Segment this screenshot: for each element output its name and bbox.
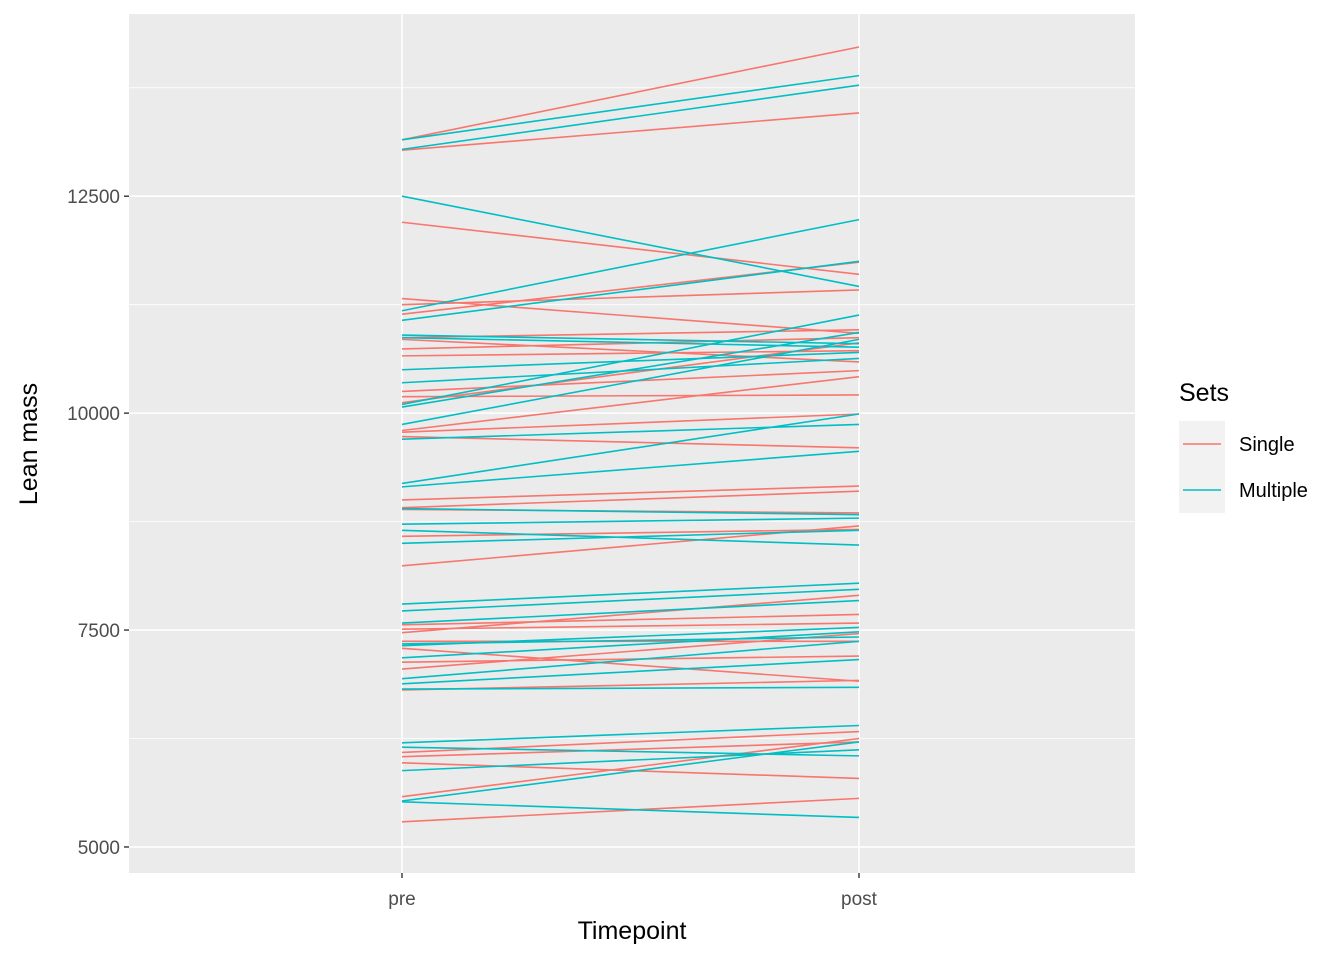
single-line-7 — [401, 338, 860, 363]
legend-label-single: Single — [1239, 434, 1295, 456]
multiple-line-9 — [401, 314, 860, 406]
single-line-30 — [401, 741, 860, 758]
single-line-14 — [401, 413, 860, 434]
multiple-line-27 — [401, 686, 860, 690]
multiple-line-25 — [401, 640, 860, 680]
single-line-32 — [401, 737, 860, 798]
single-line-26 — [401, 655, 860, 663]
single-line-4 — [401, 289, 860, 306]
series-lines — [401, 46, 860, 823]
single-line-13 — [401, 375, 860, 432]
y-tick-label-1: 7500 — [78, 621, 120, 642]
x-tick-label-pre: pre — [388, 889, 415, 910]
multiple-line-21 — [401, 599, 860, 624]
single-line-1 — [401, 112, 860, 152]
legend: Sets Single Multiple — [1179, 379, 1308, 513]
single-line-16 — [401, 485, 860, 501]
single-line-31 — [401, 762, 860, 780]
single-line-21 — [401, 613, 860, 626]
y-axis: 5000 7500 10000 12500 — [67, 187, 129, 859]
single-line-9 — [401, 349, 860, 357]
multiple-line-18 — [401, 529, 860, 545]
multiple-line-10 — [401, 331, 860, 408]
y-tick-label-3: 12500 — [67, 187, 120, 208]
multiple-line-30 — [401, 748, 860, 772]
single-line-8 — [401, 336, 860, 350]
multiple-line-0 — [401, 74, 860, 141]
y-axis-title: Lean mass — [15, 383, 43, 505]
multiple-line-16 — [401, 517, 860, 525]
multiple-line-23 — [401, 626, 860, 647]
single-line-23 — [401, 594, 860, 634]
multiple-line-7 — [401, 351, 860, 371]
multiple-line-17 — [401, 529, 860, 546]
multiple-line-14 — [401, 450, 860, 488]
multiple-line-1 — [401, 84, 860, 151]
single-line-11 — [401, 394, 860, 398]
multiple-line-19 — [401, 582, 860, 605]
single-line-17 — [401, 490, 860, 509]
grid-minor — [129, 87, 1135, 739]
single-line-19 — [401, 528, 860, 538]
grid-major — [129, 14, 1135, 873]
multiple-line-15 — [401, 507, 860, 516]
multiple-line-11 — [401, 338, 860, 426]
plot-panel — [129, 14, 1135, 873]
legend-label-multiple: Multiple — [1239, 480, 1308, 502]
x-axis-title: Timepoint — [578, 917, 687, 945]
single-line-27 — [401, 632, 860, 670]
single-line-22 — [401, 622, 860, 630]
multiple-line-28 — [401, 724, 860, 744]
multiple-line-5 — [401, 334, 860, 345]
multiple-line-8 — [401, 357, 860, 384]
multiple-line-12 — [401, 423, 860, 440]
multiple-line-3 — [401, 218, 860, 312]
single-line-0 — [401, 46, 860, 141]
multiple-line-29 — [401, 746, 860, 757]
legend-title: Sets — [1179, 379, 1229, 407]
series-multiple — [401, 74, 860, 819]
y-tick-label-0: 5000 — [78, 838, 120, 859]
multiple-line-31 — [401, 741, 860, 802]
single-line-2 — [401, 221, 860, 276]
multiple-line-24 — [401, 630, 860, 659]
multiple-line-13 — [401, 413, 860, 485]
y-tick-label-2: 10000 — [67, 404, 120, 425]
x-axis: pre post — [388, 873, 878, 910]
multiple-line-26 — [401, 658, 860, 685]
x-tick-label-post: post — [841, 889, 878, 910]
single-line-15 — [401, 435, 860, 449]
multiple-line-20 — [401, 588, 860, 612]
multiple-line-4 — [401, 260, 860, 322]
multiple-line-32 — [401, 801, 860, 819]
single-line-10 — [401, 369, 860, 393]
single-line-3 — [401, 297, 860, 335]
